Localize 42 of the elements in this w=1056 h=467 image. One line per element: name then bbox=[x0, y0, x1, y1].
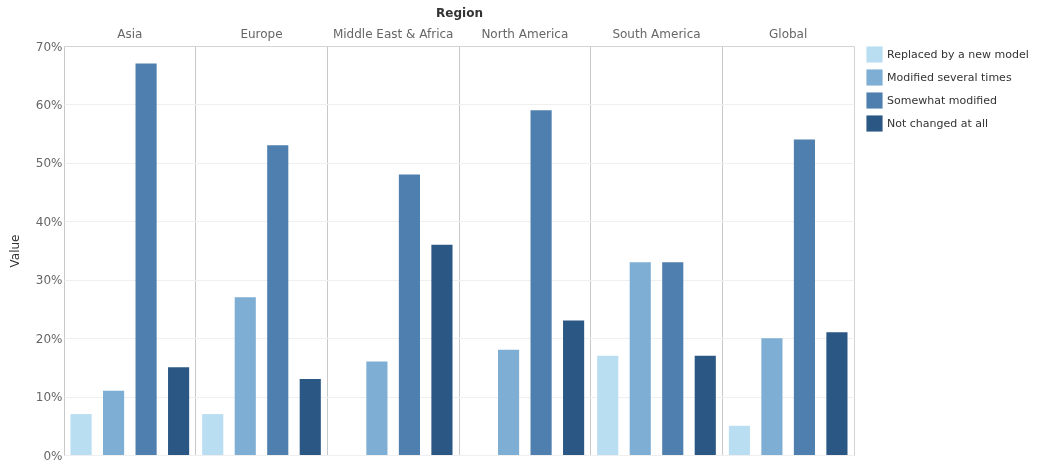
bar bbox=[70, 414, 92, 455]
x-axis-title: Region bbox=[436, 5, 483, 20]
y-tick-label: 50% bbox=[35, 156, 63, 171]
x-tick-label: South America bbox=[612, 26, 701, 41]
bar bbox=[826, 332, 848, 455]
y-tick-label: 10% bbox=[35, 390, 63, 405]
y-tick-label: 20% bbox=[35, 331, 63, 346]
legend-label: Not changed at all bbox=[887, 116, 989, 130]
bar bbox=[431, 244, 453, 455]
x-tick-label: Europe bbox=[240, 26, 283, 41]
bar bbox=[234, 297, 256, 455]
bar bbox=[267, 145, 289, 455]
bar bbox=[793, 139, 815, 455]
legend-label: Modified several times bbox=[887, 70, 1012, 84]
y-tick-label: 40% bbox=[35, 214, 63, 229]
bar bbox=[299, 379, 321, 455]
bar bbox=[398, 174, 420, 455]
y-tick-label: 60% bbox=[35, 97, 63, 112]
y-tick-label: 0% bbox=[43, 448, 63, 463]
legend-label: Somewhat modified bbox=[887, 93, 997, 107]
y-tick-label: 30% bbox=[35, 273, 63, 288]
bar bbox=[366, 361, 388, 455]
bar bbox=[530, 110, 552, 455]
x-tick-label: North America bbox=[481, 26, 569, 41]
x-tick-label: Middle East & Africa bbox=[332, 26, 454, 41]
x-tick-label: Asia bbox=[117, 26, 143, 41]
bar bbox=[629, 262, 651, 455]
bar bbox=[135, 63, 157, 455]
x-tick-label: Global bbox=[769, 26, 808, 41]
y-axis-title: Value bbox=[7, 234, 22, 268]
legend-label: Replaced by a new model bbox=[887, 47, 1029, 61]
bar bbox=[694, 355, 716, 455]
bar bbox=[103, 390, 125, 455]
y-tick-label: 70% bbox=[35, 39, 63, 54]
bar bbox=[597, 355, 619, 455]
bar bbox=[168, 367, 190, 455]
bar bbox=[662, 262, 684, 455]
bar bbox=[498, 349, 520, 455]
bar bbox=[563, 320, 585, 455]
bar bbox=[728, 425, 750, 455]
bar bbox=[761, 338, 783, 455]
bar bbox=[202, 414, 224, 455]
